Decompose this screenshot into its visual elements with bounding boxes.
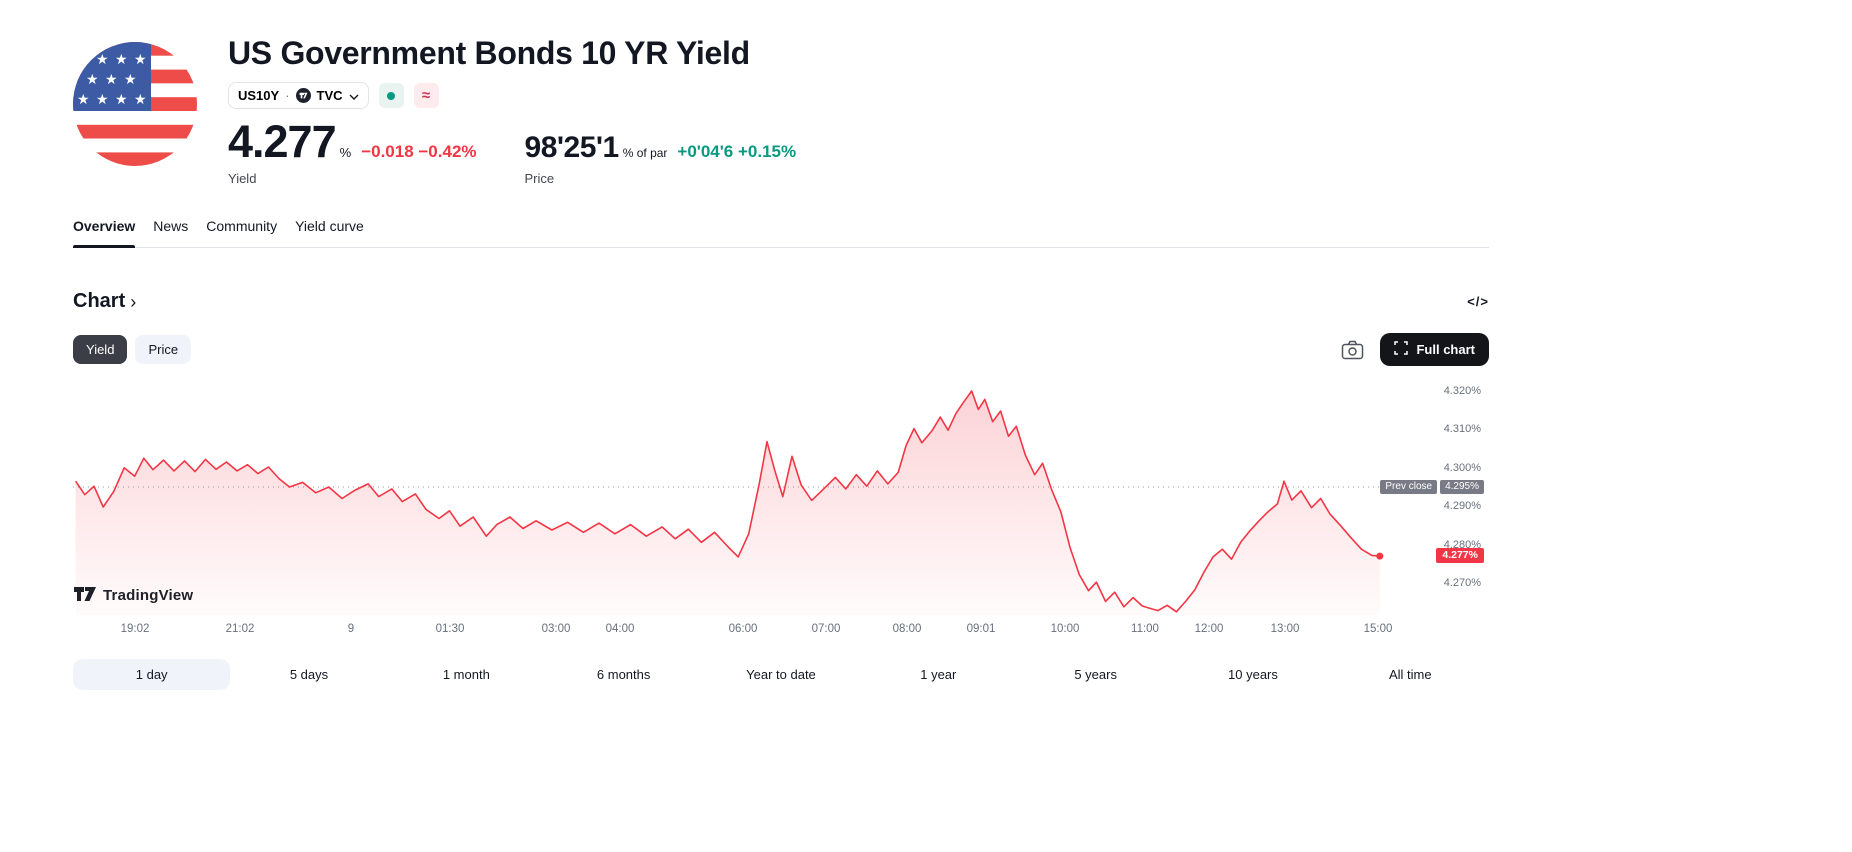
chevron-down-icon bbox=[349, 88, 359, 103]
x-axis-label: 09:01 bbox=[966, 623, 996, 635]
separator-dot: · bbox=[285, 88, 290, 103]
expand-icon bbox=[1394, 341, 1409, 358]
chart-section: Chart › </> Yield Price bbox=[73, 290, 1489, 690]
range-1-year[interactable]: 1 year bbox=[860, 659, 1017, 690]
exchange-name: TVC bbox=[316, 88, 343, 103]
chart-heading: Chart bbox=[73, 290, 126, 312]
quote-row: 4.277 % −0.018 −0.42% Yield 98'25'1 % of… bbox=[228, 116, 1489, 187]
chart-area[interactable]: 4.320% 4.310% 4.300% 4.290% 4.280% 4.270% Pre… bbox=[73, 379, 1489, 641]
y-axis-label: 4.270% bbox=[1443, 577, 1481, 589]
svg-text:★: ★ bbox=[134, 92, 147, 108]
price-label: Price bbox=[524, 171, 555, 186]
range-5-days[interactable]: 5 days bbox=[230, 659, 387, 690]
x-axis-label: 13:00 bbox=[1270, 623, 1300, 635]
chart-section-head: Chart › </> bbox=[73, 290, 1489, 313]
delayed-data-icon[interactable]: ≈ bbox=[413, 83, 439, 108]
svg-text:★: ★ bbox=[77, 52, 90, 68]
x-axis-label: 12:00 bbox=[1194, 623, 1224, 635]
chart-heading-link[interactable]: Chart › bbox=[73, 290, 136, 313]
range-all-time[interactable]: All time bbox=[1332, 659, 1489, 690]
x-axis-label: 08:00 bbox=[892, 623, 922, 635]
y-axis-label: 4.290% bbox=[1443, 500, 1481, 512]
x-axis-label: 07:00 bbox=[811, 623, 841, 635]
page-title: US Government Bonds 10 YR Yield bbox=[228, 35, 750, 71]
prev-close-label: Prev close bbox=[1380, 480, 1438, 494]
toggle-yield[interactable]: Yield bbox=[73, 335, 128, 364]
tradingview-logo-icon bbox=[74, 586, 96, 605]
svg-text:★: ★ bbox=[115, 92, 128, 108]
svg-text:★: ★ bbox=[134, 52, 147, 68]
yield-area-chart[interactable] bbox=[73, 379, 1385, 619]
full-chart-button[interactable]: Full chart bbox=[1380, 333, 1489, 366]
y-axis-label: 4.320% bbox=[1443, 385, 1481, 397]
x-axis-label: 15:00 bbox=[1363, 623, 1393, 635]
yield-value: 4.277 bbox=[228, 116, 337, 167]
exchange-logo-icon bbox=[295, 88, 311, 103]
price-value: 98'25'1 bbox=[524, 131, 620, 164]
x-axis-label: 01:30 bbox=[435, 623, 465, 635]
svg-text:★: ★ bbox=[96, 92, 109, 108]
range-6-months[interactable]: 6 months bbox=[545, 659, 702, 690]
x-axis-label: 9 bbox=[347, 623, 355, 635]
symbol-row: US10Y · TVC ≈ bbox=[228, 82, 1489, 109]
x-axis: 19:02 21:02 9 01:30 03:00 04:00 06:00 07:00 08:0… bbox=[73, 623, 1393, 639]
tab-news[interactable]: News bbox=[153, 218, 188, 247]
yield-quote: 4.277 % −0.018 −0.42% Yield bbox=[228, 116, 477, 187]
snapshot-camera-button[interactable] bbox=[1341, 340, 1364, 360]
svg-text:★: ★ bbox=[115, 52, 128, 68]
svg-text:★: ★ bbox=[124, 72, 137, 88]
x-axis-label: 03:00 bbox=[541, 623, 571, 635]
chart-toolbar: Yield Price Full chart bbox=[73, 333, 1489, 366]
market-status-icon[interactable] bbox=[378, 83, 404, 108]
full-chart-label: Full chart bbox=[1416, 342, 1475, 357]
tradingview-logo-text: TradingView bbox=[103, 587, 194, 604]
tab-bar: Overview News Community Yield curve bbox=[73, 218, 1489, 248]
yield-price-toggle: Yield Price bbox=[73, 335, 192, 364]
prev-close-value: 4.295% bbox=[1440, 480, 1484, 494]
price-unit: % of par bbox=[622, 146, 668, 160]
svg-text:★: ★ bbox=[77, 92, 90, 108]
symbol-switcher-button[interactable]: US10Y · TVC bbox=[228, 82, 369, 109]
header-main: US Government Bonds 10 YR Yield US10Y · … bbox=[228, 33, 1489, 186]
range-bar: 1 day 5 days 1 month 6 months Year to date 1 … bbox=[73, 659, 1489, 690]
y-axis-label: 4.310% bbox=[1443, 423, 1481, 435]
toolbar-right: Full chart bbox=[1341, 333, 1489, 366]
y-axis-label: 4.300% bbox=[1443, 462, 1481, 474]
instrument-header: ★ ★ ★ ★ ★ ★ ★ ★ ★ ★ ★ US Government Bonds 10 YR … bbox=[73, 0, 1489, 186]
last-value-badge: 4.277% bbox=[1436, 548, 1484, 563]
code-icon[interactable]: </> bbox=[1467, 294, 1489, 309]
x-axis-label: 21:02 bbox=[225, 623, 255, 635]
us-flag-icon: ★ ★ ★ ★ ★ ★ ★ ★ ★ ★ ★ bbox=[73, 42, 197, 166]
x-axis-label: 19:02 bbox=[120, 623, 150, 635]
chevron-right-icon: › bbox=[130, 291, 137, 312]
yield-unit: % bbox=[339, 145, 352, 160]
yield-change: −0.018 −0.42% bbox=[361, 142, 477, 161]
prev-close-marker: Prev close 4.295% bbox=[1380, 480, 1484, 494]
range-year-to-date[interactable]: Year to date bbox=[702, 659, 859, 690]
range-1-month[interactable]: 1 month bbox=[388, 659, 545, 690]
svg-text:★: ★ bbox=[105, 72, 118, 88]
page: ★ ★ ★ ★ ★ ★ ★ ★ ★ ★ ★ US Government Bonds 10 YR … bbox=[73, 0, 1489, 690]
range-5-years[interactable]: 5 years bbox=[1017, 659, 1174, 690]
price-change: +0'04'6 +0.15% bbox=[677, 142, 797, 161]
tab-yield-curve[interactable]: Yield curve bbox=[295, 218, 364, 247]
yield-label: Yield bbox=[228, 171, 257, 186]
price-quote: 98'25'1 % of par +0'04'6 +0.15% Price bbox=[525, 129, 797, 186]
toggle-price[interactable]: Price bbox=[135, 335, 192, 364]
range-10-years[interactable]: 10 years bbox=[1174, 659, 1331, 690]
tradingview-logo[interactable]: TradingView bbox=[74, 586, 193, 605]
svg-text:★: ★ bbox=[96, 52, 109, 68]
range-1-day[interactable]: 1 day bbox=[73, 659, 231, 690]
tab-overview[interactable]: Overview bbox=[73, 218, 136, 248]
tab-community[interactable]: Community bbox=[206, 218, 277, 247]
symbol-ticker: US10Y bbox=[238, 88, 280, 103]
x-axis-label: 04:00 bbox=[605, 623, 635, 635]
x-axis-label: 06:00 bbox=[728, 623, 758, 635]
x-axis-label: 11:00 bbox=[1131, 623, 1159, 635]
green-dot-icon bbox=[387, 91, 396, 100]
svg-text:★: ★ bbox=[86, 72, 99, 88]
x-axis-label: 10:00 bbox=[1050, 623, 1080, 635]
